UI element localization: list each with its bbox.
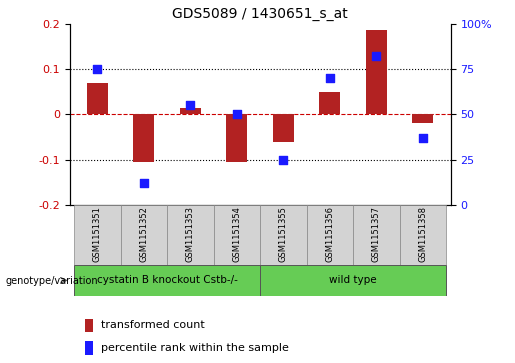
Text: GSM1151353: GSM1151353 [186,206,195,262]
FancyBboxPatch shape [353,205,400,265]
FancyBboxPatch shape [74,265,260,296]
Bar [413,114,433,123]
Bar [180,107,201,114]
Text: GSM1151351: GSM1151351 [93,206,102,262]
Bar [366,30,387,114]
Text: genotype/variation: genotype/variation [5,276,98,286]
Text: GSM1151354: GSM1151354 [232,206,242,262]
Text: GSM1151358: GSM1151358 [418,206,427,262]
Bar [273,114,294,142]
Text: GSM1151352: GSM1151352 [140,206,148,262]
Text: GSM1151356: GSM1151356 [325,206,334,262]
FancyBboxPatch shape [74,205,121,265]
Text: percentile rank within the sample: percentile rank within the sample [101,343,289,353]
FancyBboxPatch shape [214,205,260,265]
Text: GSM1151357: GSM1151357 [372,206,381,262]
FancyBboxPatch shape [400,205,446,265]
Point [186,102,195,108]
Point [419,135,427,141]
FancyBboxPatch shape [306,205,353,265]
Bar [85,342,93,355]
FancyBboxPatch shape [167,205,214,265]
Text: cystatin B knockout Cstb-/-: cystatin B knockout Cstb-/- [97,276,237,285]
FancyBboxPatch shape [260,205,306,265]
Point [140,180,148,186]
Point [279,157,287,163]
Point [372,53,381,59]
Bar [133,114,154,162]
Bar [87,82,108,114]
Text: GSM1151355: GSM1151355 [279,206,288,262]
Text: wild type: wild type [329,276,377,285]
Text: transformed count: transformed count [101,321,205,330]
Point [233,111,241,117]
Bar [319,91,340,114]
Bar [227,114,247,162]
FancyBboxPatch shape [260,265,446,296]
Point [93,66,101,72]
Point [325,75,334,81]
Bar [85,319,93,332]
Title: GDS5089 / 1430651_s_at: GDS5089 / 1430651_s_at [172,7,348,21]
FancyBboxPatch shape [121,205,167,265]
